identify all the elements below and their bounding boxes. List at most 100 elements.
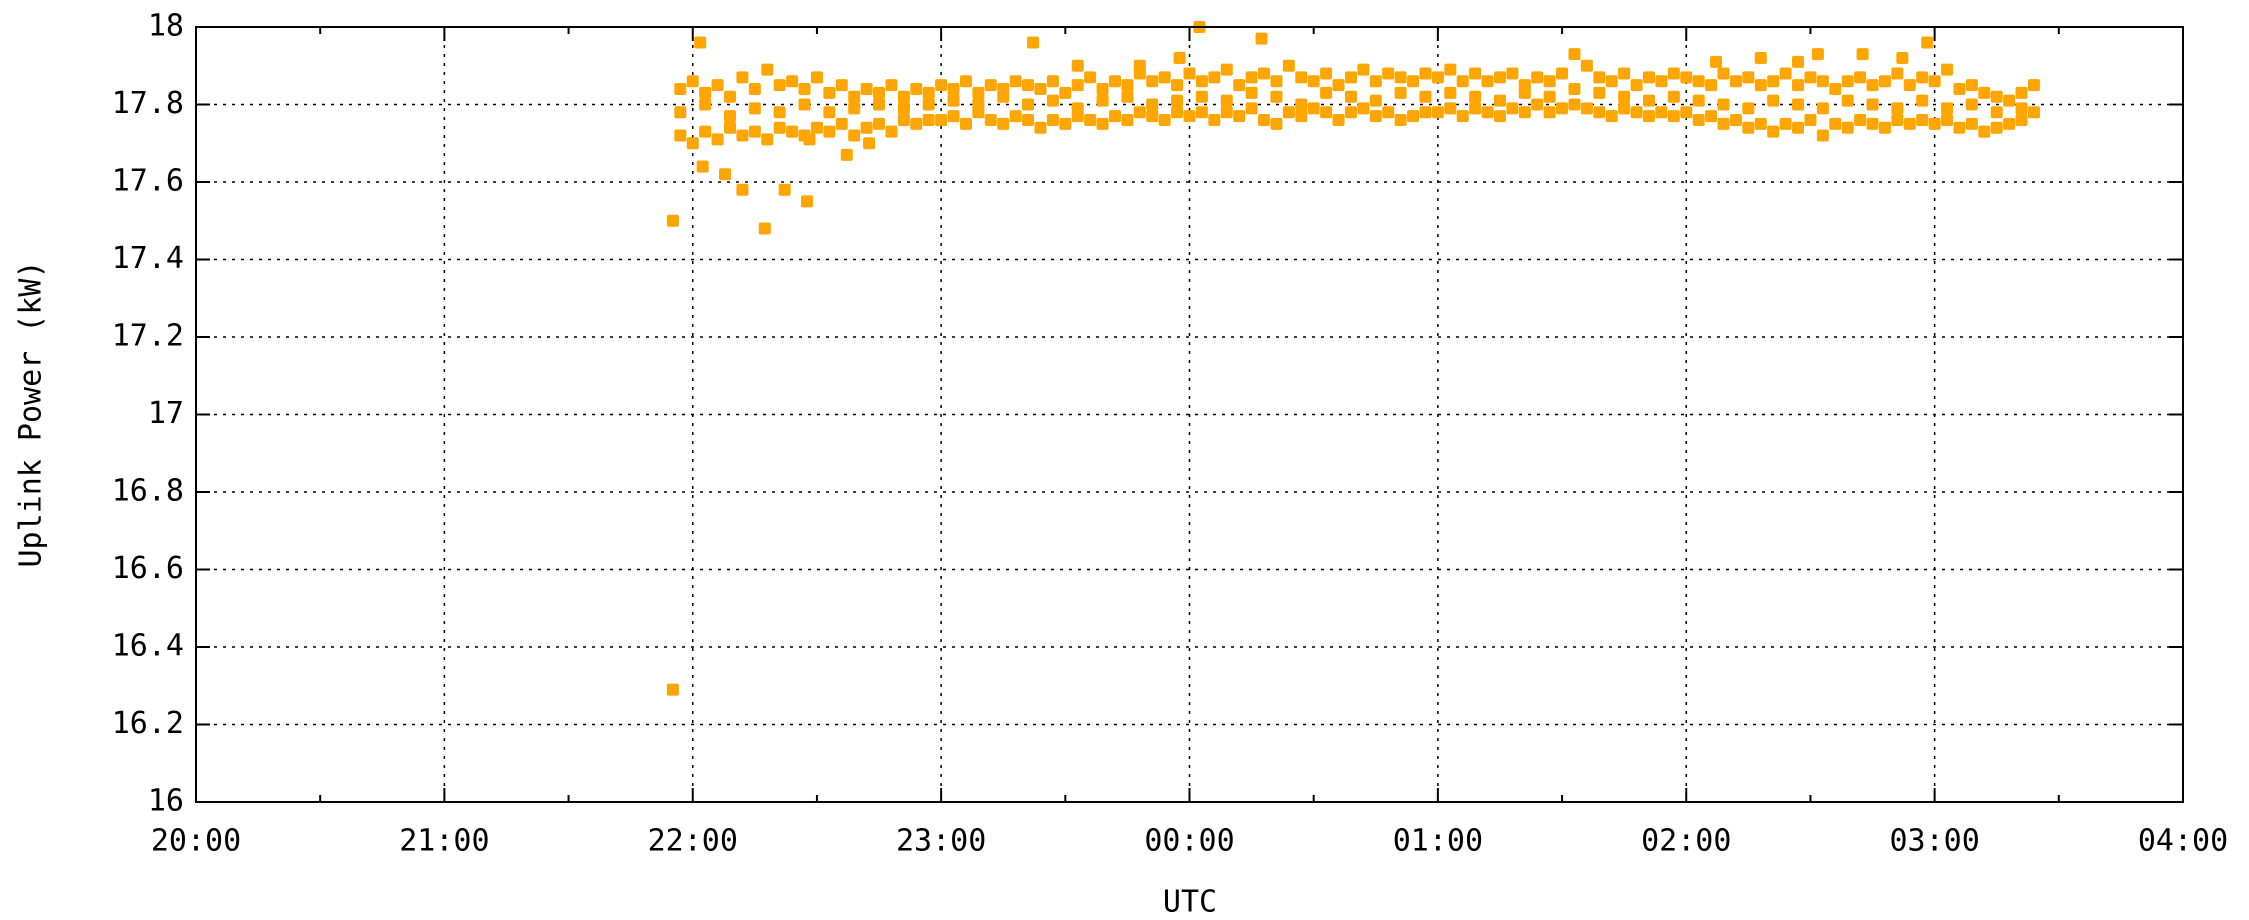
point [724, 90, 737, 103]
point [1705, 110, 1718, 123]
point [1146, 75, 1159, 88]
point [736, 183, 749, 196]
point [801, 195, 814, 208]
point [1710, 55, 1723, 68]
point [1605, 75, 1618, 88]
y-tick-label: 16 [148, 784, 184, 819]
point [1046, 114, 1059, 126]
point [686, 137, 699, 150]
point [935, 114, 948, 126]
point [1233, 110, 1246, 123]
point [1667, 90, 1680, 103]
point [848, 129, 861, 142]
point [1990, 121, 2003, 134]
point [1630, 79, 1643, 92]
x-tick-label: 22:00 [648, 824, 738, 859]
point [1928, 117, 1941, 130]
point [803, 133, 816, 146]
point [1866, 79, 1879, 92]
point [947, 83, 960, 95]
point [1630, 106, 1643, 119]
point [1357, 63, 1370, 76]
point [922, 98, 935, 111]
point [1568, 48, 1581, 61]
point [1506, 102, 1519, 115]
point [997, 117, 1010, 130]
point [1059, 117, 1072, 130]
point [959, 117, 972, 130]
point [1382, 67, 1395, 80]
point [1792, 121, 1805, 134]
point [1717, 67, 1730, 80]
point [1878, 75, 1891, 88]
point [1729, 75, 1742, 88]
point [2015, 114, 2028, 126]
point [860, 83, 873, 95]
point [1469, 102, 1482, 115]
point [1444, 102, 1457, 115]
point [786, 125, 799, 138]
point [1108, 110, 1121, 123]
point [1891, 102, 1904, 115]
point [674, 129, 687, 142]
point [1419, 90, 1432, 103]
point [935, 79, 948, 92]
point [873, 98, 886, 111]
point [1183, 110, 1196, 123]
point [1655, 106, 1668, 119]
point [1171, 106, 1184, 119]
point [1469, 67, 1482, 80]
point [1854, 71, 1867, 84]
point [798, 98, 811, 111]
point [1320, 67, 1333, 80]
point [761, 63, 774, 76]
point [1046, 75, 1059, 88]
point [1903, 117, 1916, 130]
point [1593, 71, 1606, 84]
point [1071, 102, 1084, 115]
point [1096, 94, 1109, 107]
point [696, 160, 709, 173]
y-tick-label: 16.4 [112, 629, 184, 664]
point [1816, 102, 1829, 115]
point [1568, 98, 1581, 111]
point [1531, 71, 1544, 84]
point [1767, 75, 1780, 88]
point [1618, 90, 1631, 103]
point [1754, 79, 1767, 92]
point [1854, 114, 1867, 126]
point [922, 86, 935, 99]
point [1344, 71, 1357, 84]
point [1270, 90, 1283, 103]
point [1146, 110, 1159, 123]
point [1394, 86, 1407, 99]
point [711, 133, 724, 146]
point [1320, 106, 1333, 119]
point [1258, 67, 1271, 80]
point [1792, 98, 1805, 111]
point [1357, 102, 1370, 115]
point [773, 79, 786, 92]
point [2015, 86, 2028, 99]
point [1642, 94, 1655, 107]
point [1941, 114, 1954, 126]
point [1866, 98, 1879, 111]
x-tick-label: 21:00 [399, 824, 489, 859]
point [1767, 94, 1780, 107]
point [758, 222, 771, 235]
x-tick-label: 01:00 [1393, 824, 1483, 859]
point [1183, 67, 1196, 80]
point [1493, 94, 1506, 107]
point [1816, 75, 1829, 88]
x-tick-label: 02:00 [1641, 824, 1731, 859]
x-axis-label: UTC [1163, 885, 1217, 920]
point [835, 117, 848, 130]
point [1009, 110, 1022, 123]
point [711, 79, 724, 92]
point [810, 121, 823, 134]
point [1171, 79, 1184, 92]
point [1071, 79, 1084, 92]
point [1320, 86, 1333, 99]
point [761, 133, 774, 146]
point [1456, 75, 1469, 88]
